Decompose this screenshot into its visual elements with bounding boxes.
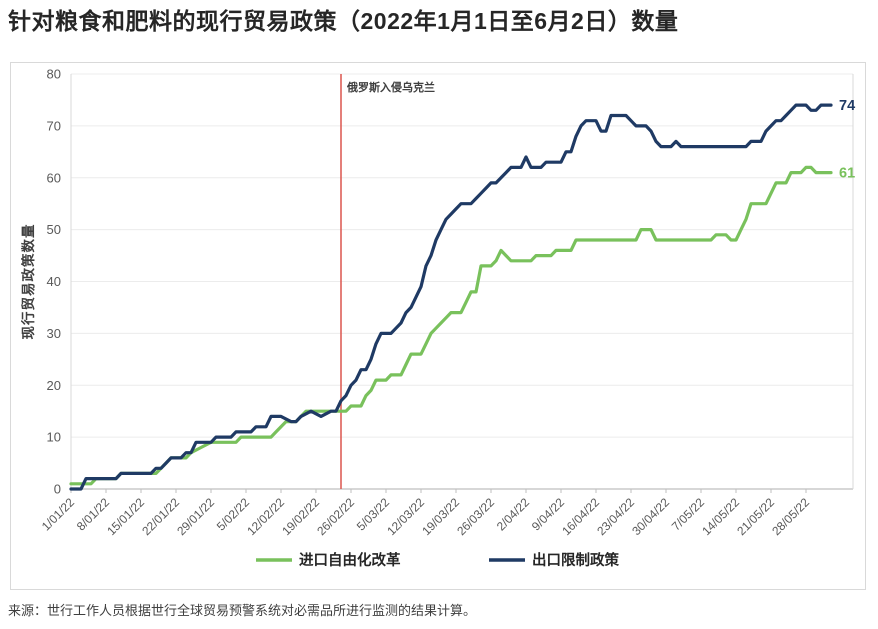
legend-item: 进口自由化改革 <box>256 551 401 569</box>
x-tick-label: 15/01/22 <box>104 495 147 538</box>
x-tick-label: 29/01/22 <box>174 495 217 538</box>
x-tick-label: 26/03/22 <box>454 495 497 538</box>
y-tick-label: 80 <box>47 67 61 82</box>
y-tick-label: 60 <box>47 170 61 185</box>
y-tick-label: 20 <box>47 378 61 393</box>
page-title: 针对粮食和肥料的现行贸易政策（2022年1月1日至6月2日）数量 <box>8 8 679 34</box>
x-tick-label: 23/04/22 <box>594 495 637 538</box>
chart-card: 0 10 20 30 40 50 60 70 80 俄罗斯入侵乌克兰 1/01/22 8/01/22 1… <box>10 62 866 590</box>
y-tick-label: 30 <box>47 326 61 341</box>
series-line-import <box>69 165 833 486</box>
x-tick-label: 1/01/22 <box>39 495 77 533</box>
series-end-label: 61 <box>839 166 855 182</box>
y-tick-label: 40 <box>47 274 61 289</box>
x-tick-label: 16/04/22 <box>559 495 602 538</box>
legend-item: 出口限制政策 <box>489 551 619 569</box>
event-annotation: 俄罗斯入侵乌克兰 <box>346 80 435 94</box>
x-tick-label: 19/03/22 <box>419 495 462 538</box>
legend-label: 出口限制政策 <box>532 551 619 569</box>
series-end-label: 74 <box>839 98 855 114</box>
y-tick-label: 0 <box>54 482 61 497</box>
x-tick-label: 14/05/22 <box>699 495 742 538</box>
x-tick-label: 12/02/22 <box>244 495 287 538</box>
x-tick-label: 21/05/22 <box>734 495 777 538</box>
policy-chart: 01020304050607080俄罗斯入侵乌克兰1/01/228/01/221… <box>20 67 855 570</box>
x-tick-label: 12/03/22 <box>384 495 427 538</box>
x-tick-label: 22/01/22 <box>139 495 182 538</box>
y-axis-title: 现行贸易政策数量 <box>20 224 36 340</box>
y-tick-label: 70 <box>47 118 61 133</box>
source-note: 来源：世行工作人员根据世行全球贸易预警系统对必需品所进行监测的结果计算。 <box>8 603 477 618</box>
y-tick-label: 10 <box>47 430 61 445</box>
series-line-export <box>69 103 833 491</box>
y-tick-label: 50 <box>47 222 61 237</box>
x-tick-label: 19/02/22 <box>279 495 322 538</box>
legend-label: 进口自由化改革 <box>299 551 401 569</box>
x-tick-label: 2/04/22 <box>494 495 532 533</box>
x-tick-label: 30/04/22 <box>629 495 672 538</box>
x-tick-label: 28/05/22 <box>769 495 812 538</box>
x-tick-label: 26/02/22 <box>314 495 357 538</box>
